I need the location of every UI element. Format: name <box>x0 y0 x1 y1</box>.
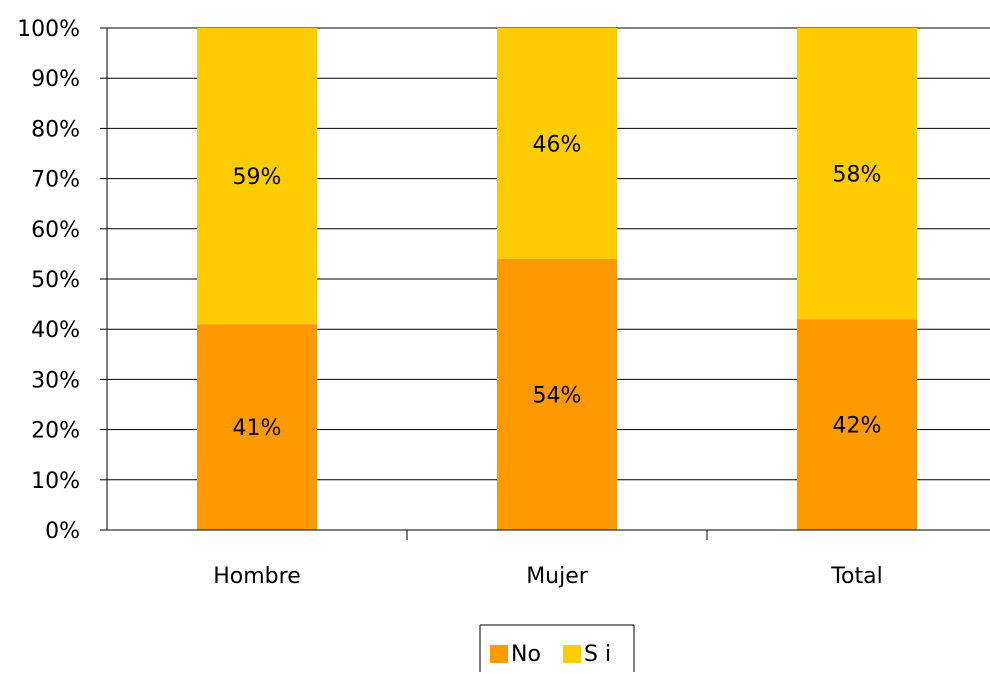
legend-label: No <box>511 642 541 667</box>
bar-si-total <box>797 28 917 320</box>
data-label: 46% <box>533 132 582 157</box>
x-category-label: Mujer <box>526 564 589 589</box>
y-tick-label: 80% <box>31 117 80 142</box>
bar-no-hombre <box>197 324 317 530</box>
x-category-labels: Hombre Mujer Total <box>213 564 882 589</box>
data-label: 54% <box>533 383 582 408</box>
y-tick-label: 70% <box>31 168 80 193</box>
axes <box>100 27 990 540</box>
data-label: 58% <box>833 163 882 188</box>
data-label: 59% <box>233 165 282 190</box>
x-category-label: Hombre <box>213 564 301 589</box>
y-tick-label: 20% <box>31 419 80 444</box>
bars <box>197 28 917 530</box>
data-label: 41% <box>233 416 282 441</box>
bar-si-mujer <box>497 28 617 259</box>
legend-swatch <box>563 645 581 663</box>
y-tick-label: 30% <box>31 368 80 393</box>
y-tick-label: 60% <box>31 218 80 243</box>
data-labels: 41% 59% 54% 46% 42% 58% <box>233 132 882 441</box>
y-tick-label: 10% <box>31 469 80 494</box>
y-tick-label: 40% <box>31 318 80 343</box>
y-tick-label: 90% <box>31 67 80 92</box>
y-tick-label: 100% <box>17 17 80 42</box>
y-tick-label: 50% <box>31 268 80 293</box>
bar-no-total <box>797 319 917 530</box>
legend-swatch <box>490 645 508 663</box>
x-category-label: Total <box>830 564 882 589</box>
bar-no-mujer <box>497 258 617 530</box>
y-tick-label: 0% <box>45 519 80 544</box>
legend-label: S i <box>584 642 611 667</box>
bar-si-hombre <box>197 28 317 325</box>
data-label: 42% <box>833 414 882 439</box>
legend: No S i <box>479 624 635 672</box>
y-tick-labels: 0% 10% 20% 30% 40% 50% 60% 70% 80% 90% 100% <box>17 17 80 544</box>
